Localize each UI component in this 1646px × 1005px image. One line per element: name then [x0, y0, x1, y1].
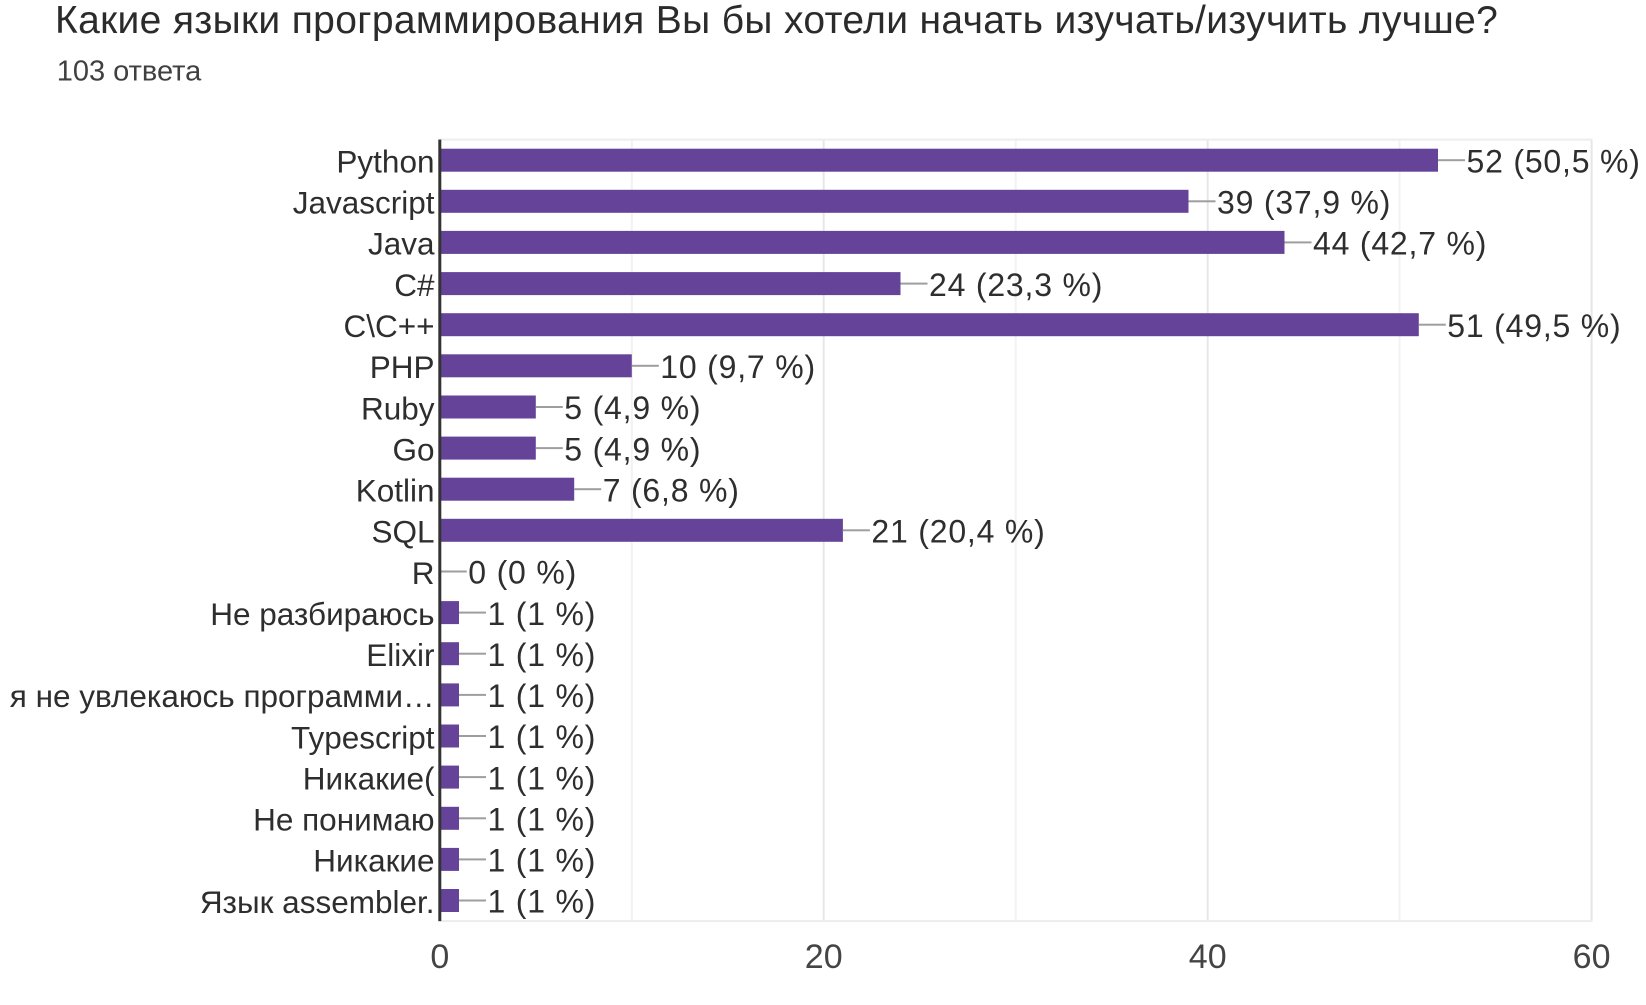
svg-text:0: 0 — [430, 938, 449, 976]
svg-text:Ruby: Ruby — [361, 390, 435, 426]
svg-text:Java: Java — [368, 226, 435, 262]
svg-text:Никакие(: Никакие( — [303, 760, 435, 796]
svg-text:24 (23,3 %): 24 (23,3 %) — [929, 267, 1103, 303]
svg-text:44 (42,7 %): 44 (42,7 %) — [1313, 226, 1487, 262]
svg-text:Typescript: Typescript — [291, 719, 435, 755]
svg-text:Какие языки программирования В: Какие языки программирования Вы бы хотел… — [55, 0, 1498, 42]
svg-text:1 (1 %): 1 (1 %) — [488, 884, 597, 920]
svg-text:51 (49,5 %): 51 (49,5 %) — [1447, 308, 1621, 344]
svg-text:5 (4,9 %): 5 (4,9 %) — [564, 390, 701, 426]
svg-text:Javascript: Javascript — [293, 185, 435, 221]
svg-text:Python: Python — [336, 144, 434, 180]
svg-text:60: 60 — [1573, 938, 1611, 976]
svg-text:C\C++: C\C++ — [343, 308, 434, 344]
svg-text:я не увлекаюсь программи…: я не увлекаюсь программи… — [10, 678, 435, 714]
svg-text:Язык assembler.: Язык assembler. — [200, 884, 435, 920]
svg-text:Elixir: Elixir — [366, 637, 434, 673]
svg-text:5 (4,9 %): 5 (4,9 %) — [564, 431, 701, 467]
svg-text:R: R — [412, 555, 435, 591]
svg-text:1 (1 %): 1 (1 %) — [488, 678, 597, 714]
svg-text:1 (1 %): 1 (1 %) — [488, 596, 597, 632]
svg-text:7 (6,8 %): 7 (6,8 %) — [603, 472, 740, 508]
svg-text:1 (1 %): 1 (1 %) — [488, 843, 597, 879]
svg-text:39 (37,9 %): 39 (37,9 %) — [1217, 185, 1391, 221]
svg-text:Не понимаю: Не понимаю — [253, 802, 434, 838]
svg-text:1 (1 %): 1 (1 %) — [488, 719, 597, 755]
svg-text:20: 20 — [805, 938, 843, 976]
svg-text:40: 40 — [1189, 938, 1227, 976]
svg-text:1 (1 %): 1 (1 %) — [488, 760, 597, 796]
svg-text:C#: C# — [394, 267, 435, 303]
svg-text:21 (20,4 %): 21 (20,4 %) — [871, 514, 1045, 550]
svg-text:Kotlin: Kotlin — [356, 473, 435, 509]
svg-text:SQL: SQL — [371, 514, 434, 550]
svg-text:1 (1 %): 1 (1 %) — [488, 637, 597, 673]
svg-text:Никакие: Никакие — [313, 843, 434, 879]
svg-text:Go: Go — [392, 431, 434, 467]
svg-text:10 (9,7 %): 10 (9,7 %) — [660, 349, 816, 385]
svg-text:52 (50,5 %): 52 (50,5 %) — [1467, 143, 1641, 179]
svg-text:1 (1 %): 1 (1 %) — [488, 802, 597, 838]
svg-text:0 (0 %): 0 (0 %) — [468, 555, 577, 591]
svg-text:PHP: PHP — [370, 349, 435, 385]
svg-text:103 ответа: 103 ответа — [57, 56, 202, 88]
svg-text:Не разбираюсь: Не разбираюсь — [210, 596, 434, 632]
